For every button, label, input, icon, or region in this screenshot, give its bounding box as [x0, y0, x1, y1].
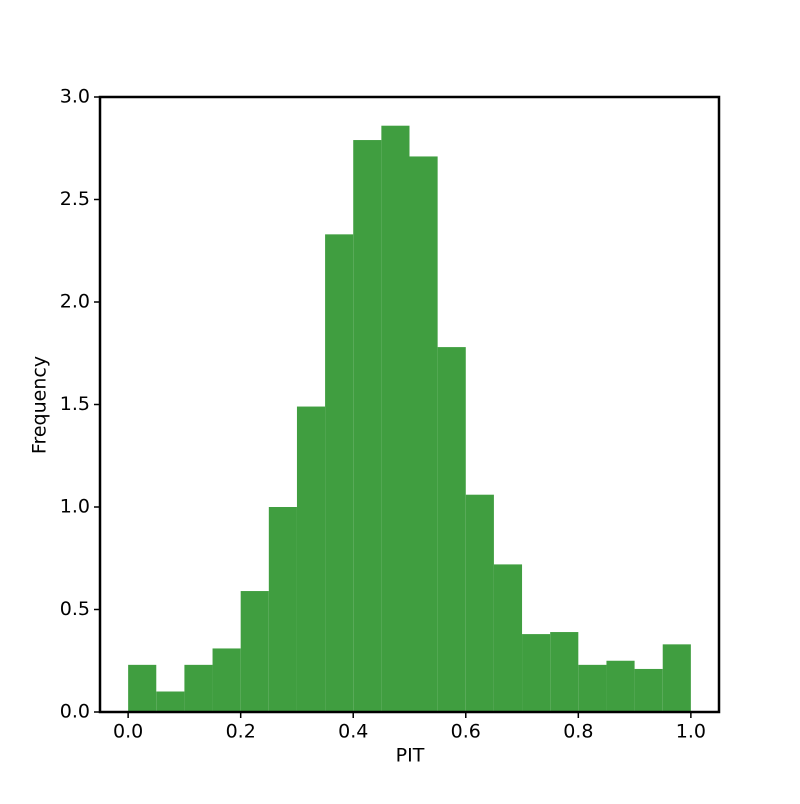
y-axis-label: Frequency	[29, 356, 51, 454]
bar	[606, 660, 635, 712]
y-tick-label: 0.0	[60, 701, 90, 723]
bar	[325, 234, 354, 712]
x-tick-label: 0.6	[451, 721, 481, 743]
bar	[493, 564, 523, 712]
bar	[184, 664, 213, 712]
bar	[662, 644, 691, 712]
x-tick-label: 0.2	[226, 721, 256, 743]
bar	[634, 668, 663, 712]
bar	[296, 406, 326, 712]
bar	[353, 140, 382, 713]
x-tick-label: 0.4	[338, 721, 368, 743]
bar	[240, 591, 269, 712]
x-tick-label: 0.8	[563, 721, 593, 743]
plot-frame	[98, 95, 721, 714]
bar	[437, 347, 466, 712]
x-axis-label: PIT	[396, 745, 425, 767]
bar	[268, 507, 297, 712]
x-tick-label: 0.0	[113, 721, 143, 743]
bar	[156, 691, 185, 712]
y-tick-label: 2.0	[60, 291, 90, 313]
y-tick-label: 0.5	[60, 598, 90, 620]
bar	[381, 125, 410, 712]
y-tick-label: 3.0	[60, 86, 90, 108]
bar	[128, 664, 157, 712]
bar	[522, 634, 551, 712]
bar	[212, 648, 241, 712]
bar	[465, 494, 494, 712]
y-tick-label: 1.5	[60, 393, 90, 415]
bar	[550, 632, 579, 712]
bar	[409, 156, 438, 712]
y-tick-label: 2.5	[60, 188, 90, 210]
bar	[578, 664, 607, 712]
y-tick-label: 1.0	[60, 496, 90, 518]
x-tick-label: 1.0	[676, 721, 706, 743]
